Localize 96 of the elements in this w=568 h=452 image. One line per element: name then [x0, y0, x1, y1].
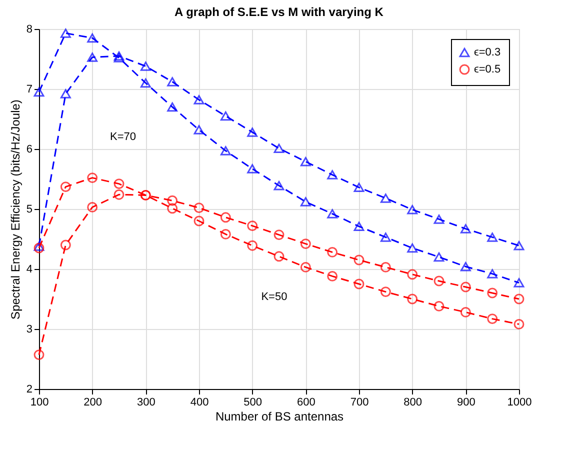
point [34, 350, 44, 360]
point [167, 195, 178, 206]
point [140, 78, 151, 88]
point [407, 204, 418, 214]
point [354, 222, 364, 232]
annotation: K=50 [261, 291, 288, 304]
point [380, 194, 391, 203]
point [60, 182, 71, 192]
point [60, 89, 71, 98]
point [354, 278, 364, 290]
y-tick-label: 6 [26, 144, 32, 156]
point [434, 300, 444, 312]
point [407, 269, 418, 280]
x-tick-label: 600 [296, 396, 316, 408]
point [194, 95, 204, 104]
point [114, 178, 124, 190]
x-tick-label: 500 [244, 396, 262, 408]
x-tick-label: 1000 [507, 396, 532, 408]
point [460, 224, 471, 234]
point [194, 216, 204, 226]
point [274, 230, 284, 240]
point [487, 314, 498, 324]
point [300, 197, 311, 206]
point [220, 212, 231, 223]
y-axis-title: Spectral Energy Efficiency (bits/Hz/Joule) [8, 100, 22, 320]
y-tick-label: 8 [26, 24, 32, 36]
x-tick-label: 100 [30, 396, 49, 408]
point [34, 242, 44, 254]
point [380, 232, 391, 242]
point [274, 251, 284, 262]
point [87, 202, 98, 212]
point [140, 62, 151, 71]
point [514, 240, 524, 250]
point [194, 125, 204, 134]
point [434, 252, 444, 262]
point [300, 156, 311, 166]
point [87, 172, 98, 184]
point [167, 102, 178, 112]
point [434, 214, 444, 224]
legend-label: ϵ=0.3 [474, 46, 501, 58]
x-tick-label: 800 [404, 396, 422, 408]
point [220, 146, 231, 156]
point [380, 262, 391, 272]
point [460, 262, 471, 272]
point [274, 180, 284, 190]
point [514, 294, 524, 304]
legend-label: ϵ=0.5 [474, 64, 501, 76]
point [327, 170, 338, 180]
point [114, 189, 124, 200]
annotation: K=70 [110, 131, 136, 143]
point [167, 203, 178, 214]
point [220, 111, 231, 121]
point [87, 52, 98, 62]
y-tick-label: 7 [26, 84, 32, 96]
point [167, 77, 178, 86]
x-tick-label: 900 [456, 396, 476, 408]
y-tick-label: 5 [26, 204, 32, 216]
point [487, 288, 498, 298]
point [327, 270, 338, 282]
y-tick-label: 4 [26, 264, 32, 276]
point [220, 228, 231, 240]
point [380, 286, 391, 298]
point [247, 220, 258, 232]
x-axis-title: Number of BS antennas [215, 410, 344, 424]
point [354, 182, 364, 192]
point [487, 269, 498, 278]
point [354, 254, 364, 266]
point [300, 238, 311, 250]
point [247, 240, 258, 251]
point [247, 128, 258, 137]
x-tick-label: 300 [136, 396, 156, 408]
point [34, 87, 44, 97]
point [407, 294, 418, 304]
point [460, 306, 471, 318]
point [194, 202, 204, 214]
point [327, 246, 338, 258]
point [60, 28, 71, 38]
point [87, 33, 98, 43]
x-tick-label: 400 [190, 396, 209, 408]
point [247, 164, 258, 174]
point [514, 278, 524, 288]
point [460, 282, 471, 292]
point [60, 240, 71, 250]
y-tick-label: 3 [26, 324, 32, 336]
chart-title: A graph of S.E.E vs M with varying K [174, 5, 384, 19]
point [487, 232, 498, 242]
point [434, 276, 444, 286]
point [327, 209, 338, 218]
x-tick-label: 700 [350, 396, 369, 408]
point [274, 144, 284, 154]
point [514, 318, 524, 330]
x-tick-label: 200 [84, 396, 102, 408]
point [300, 262, 311, 272]
point [34, 242, 44, 251]
point [407, 243, 418, 253]
y-tick-label: 2 [26, 384, 32, 396]
